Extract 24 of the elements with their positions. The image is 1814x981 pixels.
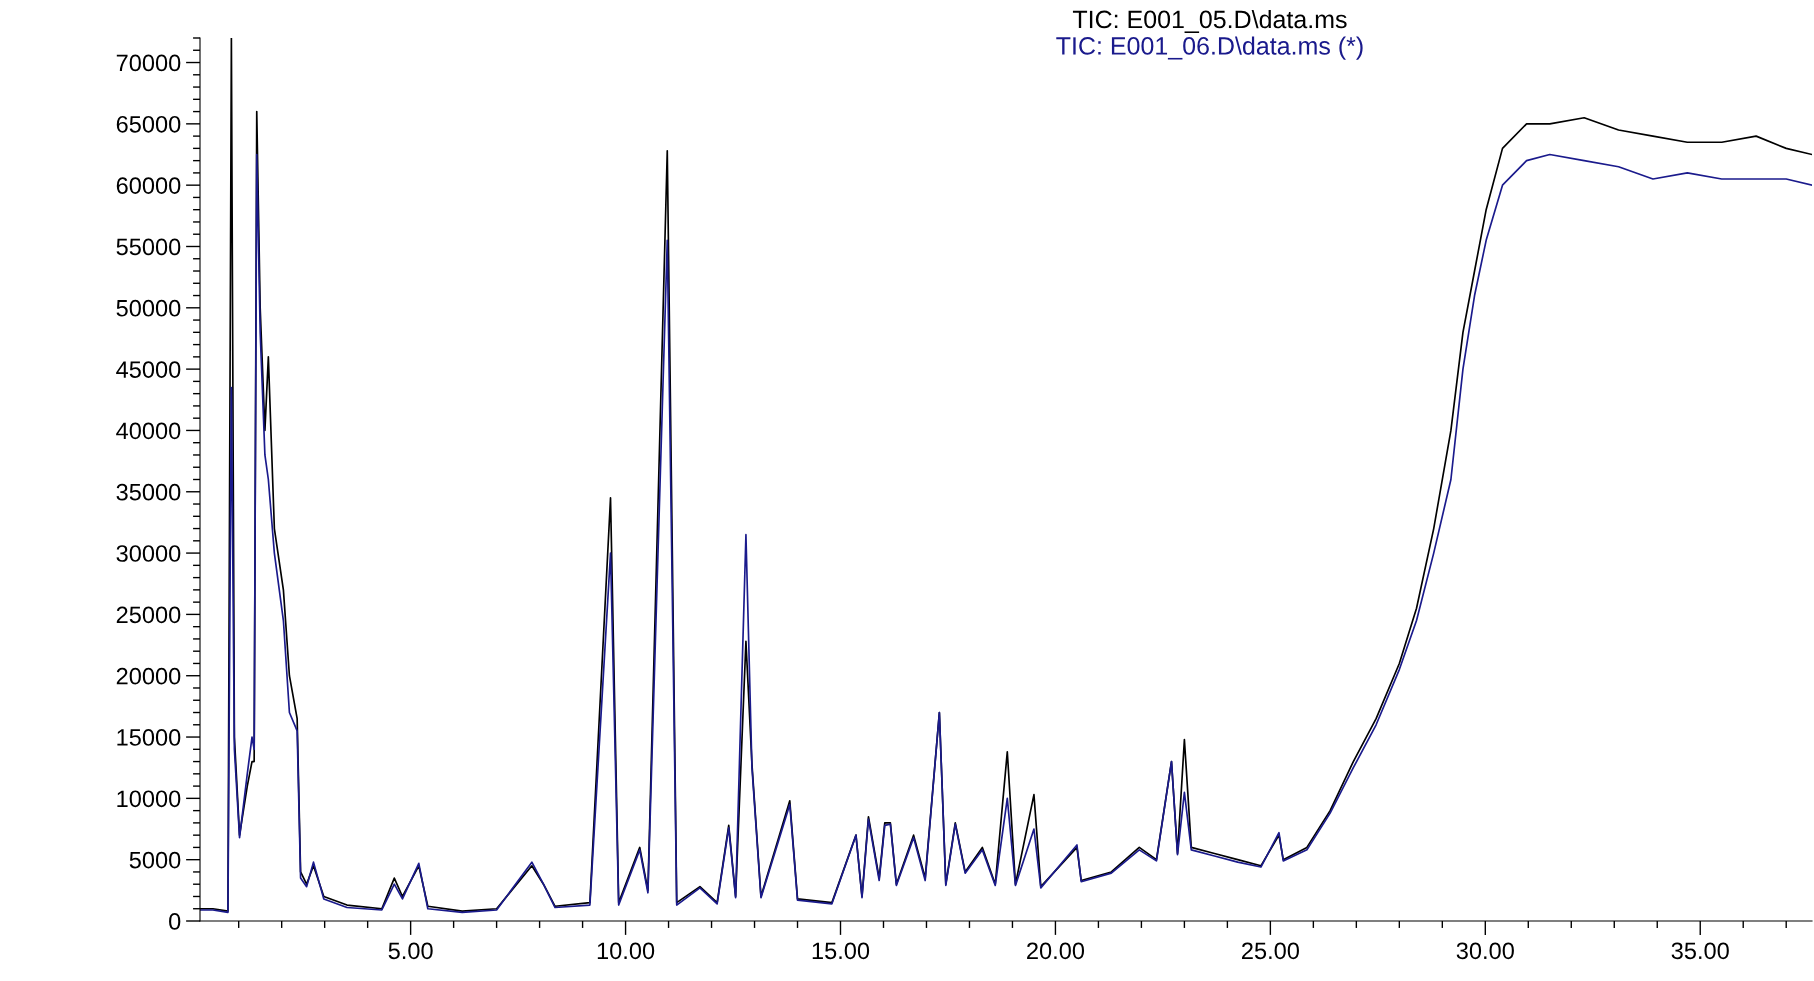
text: TIC: E001_05.D\data.ms (1072, 9, 1347, 34)
y-tick-label: 10000 (117, 790, 181, 808)
x-tick-label: 5.00 (388, 942, 433, 960)
y-tick-label: 35000 (116, 483, 181, 501)
x-tick-label: 20.00 (1027, 942, 1085, 960)
x-tick-label: 35.00 (1671, 942, 1729, 960)
y-tick-label: 5000 (129, 851, 181, 869)
y-tick-label: 50000 (116, 299, 181, 317)
x-tick-label: 30.00 (1456, 942, 1514, 960)
y-tick-label: 15000 (117, 729, 181, 746)
x-tick-label: 25.00 (1242, 942, 1299, 960)
x-tick-label: 15.00 (812, 942, 870, 960)
y-tick-label: 45000 (116, 361, 181, 378)
y-tick-label: 65000 (116, 115, 181, 133)
y-tick-label: 55000 (116, 238, 181, 256)
y-tick-label: 0 (169, 913, 181, 930)
y-tick-label: 20000 (116, 667, 181, 685)
x-tick-label: 10.00 (597, 942, 655, 960)
text: TIC: E001_06.D\data.ms (*) (1056, 36, 1363, 60)
y-tick-label: 30000 (116, 545, 181, 562)
y-tick-label: 25000 (116, 606, 181, 624)
y-tick-label: 60000 (116, 177, 181, 194)
y-tick-label: 40000 (116, 422, 181, 440)
y-tick-label: 70000 (116, 54, 181, 72)
